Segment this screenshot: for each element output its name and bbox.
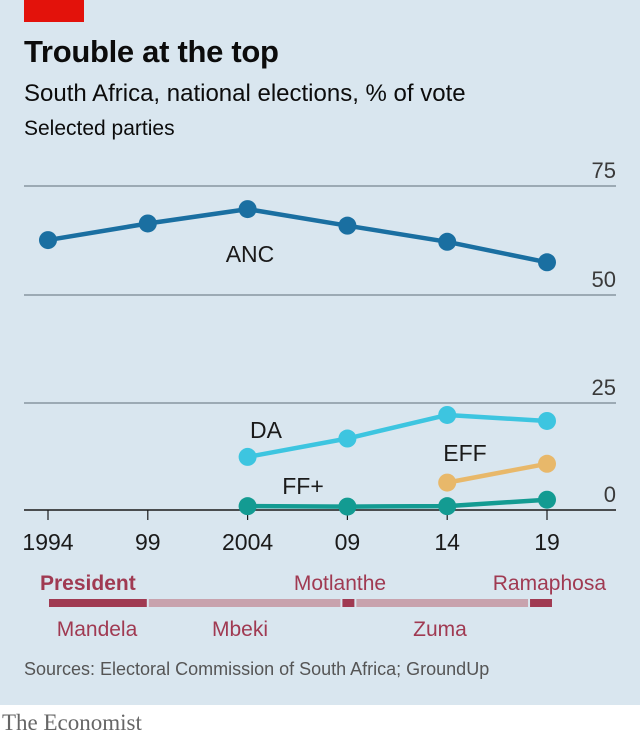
- ffplus-data-point: [438, 497, 457, 516]
- eff-data-point: [538, 454, 556, 473]
- president-term-bar: [356, 599, 529, 607]
- ffplus-data-point: [238, 497, 257, 516]
- y-tick-label: 25: [592, 375, 616, 400]
- series-label-anc: ANC: [226, 241, 275, 267]
- y-tick-label: 75: [592, 158, 616, 183]
- anc-data-point: [138, 214, 157, 233]
- anc-series-line: [47, 206, 548, 265]
- da-data-point: [338, 429, 357, 448]
- anc-data-point: [338, 216, 357, 235]
- eff-data-point: [438, 473, 457, 492]
- brand-red-tag: [24, 0, 84, 22]
- series-label-eff: EFF: [443, 440, 486, 466]
- x-tick-label: 2004: [222, 529, 273, 555]
- chart-title: Trouble at the top: [24, 34, 279, 69]
- chart-subtitle-secondary: Selected parties: [24, 117, 175, 140]
- da-data-point: [438, 405, 457, 424]
- da-data-point: [538, 411, 556, 430]
- president-term-bar: [148, 599, 341, 607]
- president-term-bar: [342, 599, 355, 607]
- ffplus-data-point: [538, 490, 556, 509]
- y-tick-label: 50: [592, 267, 616, 292]
- president-name-motlanthe: Motlanthe: [294, 572, 386, 595]
- anc-data-point: [238, 200, 257, 219]
- anc-data-point: [438, 232, 457, 251]
- source-note: Sources: Electoral Commission of South A…: [24, 659, 490, 679]
- series-label-da: DA: [250, 417, 283, 443]
- x-tick-label: 19: [534, 529, 560, 555]
- series-label-ffplus: FF+: [282, 473, 324, 499]
- chart-subtitle: South Africa, national elections, % of v…: [24, 80, 466, 107]
- eff-series-line: [446, 461, 548, 485]
- x-tick-label: 1994: [22, 529, 73, 555]
- y-tick-label: 0: [604, 482, 616, 507]
- president-name-mandela: Mandela: [57, 618, 138, 641]
- anc-data-point: [538, 253, 556, 272]
- president-name-zuma: Zuma: [413, 618, 467, 641]
- ffplus-data-point: [338, 497, 357, 516]
- da-data-point: [238, 447, 257, 466]
- x-tick-label: 14: [434, 529, 460, 555]
- da-series-line: [247, 412, 548, 460]
- president-term-bar: [49, 599, 147, 607]
- president-name-ramaphosa: Ramaphosa: [493, 572, 607, 595]
- x-tick-label: 99: [135, 529, 161, 555]
- ffplus-series-line: [247, 497, 548, 509]
- line-chart: 75 50 25 0 1994 99 2004 09 14 19 ANC DA EFF FF+ Presid…: [22, 158, 616, 641]
- chart-panel: [0, 0, 640, 705]
- president-term-bar: [530, 599, 552, 607]
- president-name-mbeki: Mbeki: [212, 618, 268, 641]
- x-tick-label: 09: [335, 529, 361, 555]
- anc-data-point: [39, 231, 57, 250]
- brand-logo-text: The Economist: [2, 710, 142, 735]
- president-heading: President: [40, 572, 136, 595]
